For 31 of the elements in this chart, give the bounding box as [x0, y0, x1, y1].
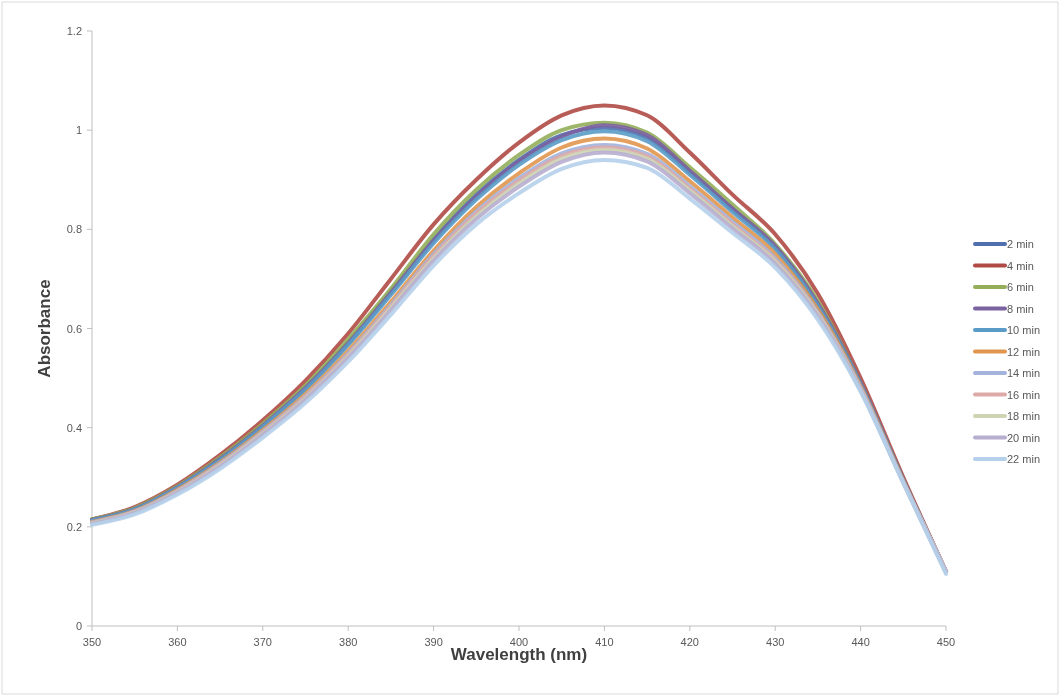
x-tick-label: 410	[595, 636, 614, 648]
legend-label: 18 min	[1007, 410, 1041, 422]
legend-label: 6 min	[1007, 281, 1034, 293]
y-axis-title: Absorbance	[35, 279, 54, 378]
y-tick-label: 0.4	[66, 421, 82, 434]
legend-label: 8 min	[1007, 302, 1034, 315]
x-tick-label: 420	[680, 636, 699, 648]
y-tick-label: 1	[75, 124, 82, 137]
y-tick-label: 0	[75, 620, 82, 632]
legend-label: 2 min	[1007, 238, 1034, 250]
legend-label: 12 min	[1007, 345, 1041, 358]
x-tick-label: 360	[168, 636, 187, 648]
legend-label: 14 min	[1007, 367, 1041, 379]
x-tick-label: 400	[509, 636, 529, 648]
x-tick-label: 380	[339, 636, 358, 648]
x-tick-label: 450	[936, 636, 956, 648]
y-tick-label: 1.2	[66, 25, 82, 37]
y-tick-label: 0.6	[66, 322, 82, 335]
legend-label: 4 min	[1007, 259, 1034, 272]
x-tick-label: 390	[424, 636, 443, 648]
legend-label: 10 min	[1007, 324, 1041, 336]
legend-label: 20 min	[1007, 431, 1041, 444]
x-tick-label: 370	[253, 636, 272, 648]
x-axis-title: Wavelength (nm)	[450, 645, 588, 664]
x-tick-label: 350	[82, 636, 102, 648]
y-tick-label: 0.2	[66, 520, 82, 533]
legend-label: 16 min	[1007, 388, 1041, 401]
x-tick-label: 430	[766, 636, 785, 648]
y-tick-label: 0.8	[66, 223, 82, 236]
x-tick-label: 440	[851, 636, 870, 648]
legend-label: 22 min	[1007, 453, 1041, 465]
